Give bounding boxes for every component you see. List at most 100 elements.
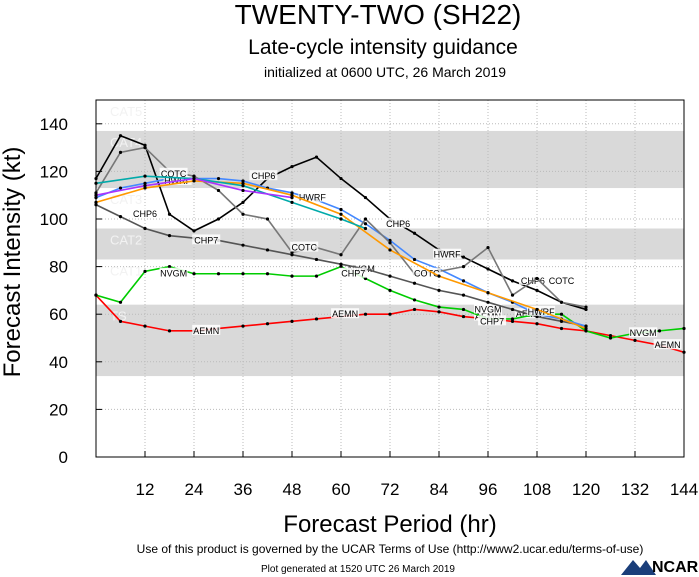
data-point xyxy=(412,281,417,285)
x-tick-label: 96 xyxy=(479,480,498,499)
data-point xyxy=(143,226,147,231)
data-point xyxy=(265,248,270,252)
data-point xyxy=(388,274,392,278)
series-label-hwrf: HWRF xyxy=(299,193,326,203)
plot-generated: Plot generated at 1520 UTC 26 March 2019 xyxy=(261,564,455,575)
data-point xyxy=(437,288,441,292)
data-point xyxy=(339,253,343,257)
series-label-bg xyxy=(192,324,221,335)
data-point xyxy=(412,231,417,235)
data-point xyxy=(584,307,588,312)
data-point xyxy=(290,274,294,278)
data-point xyxy=(363,222,368,226)
data-point xyxy=(192,272,196,276)
data-point xyxy=(290,200,294,204)
data-point xyxy=(241,200,245,204)
data-point xyxy=(584,326,588,331)
data-point xyxy=(118,300,123,304)
data-point xyxy=(167,265,172,269)
x-tick-label: 132 xyxy=(621,480,649,499)
x-tick-label: 60 xyxy=(332,480,351,499)
terms-of-use: Use of this product is governed by the U… xyxy=(137,542,644,556)
data-point xyxy=(339,212,343,216)
data-point xyxy=(216,188,221,193)
data-point xyxy=(314,257,319,262)
data-point xyxy=(510,293,515,297)
data-point xyxy=(143,184,147,188)
data-point xyxy=(388,248,392,252)
y-tick-label: 40 xyxy=(49,353,68,372)
data-point xyxy=(363,312,368,316)
series-label-cotc: COTC xyxy=(549,276,575,286)
data-point xyxy=(290,193,294,197)
data-point xyxy=(143,269,147,273)
series-label-nvgm: NVGM xyxy=(160,269,187,279)
data-point xyxy=(510,307,515,312)
data-point xyxy=(608,336,613,340)
data-point xyxy=(118,134,123,138)
series-label-bg xyxy=(412,267,441,278)
data-point xyxy=(118,319,123,323)
ncar-logo-text: NCAR xyxy=(652,559,699,576)
data-point xyxy=(388,312,392,316)
series-label-cotc: COTC xyxy=(292,243,318,253)
data-point xyxy=(510,317,515,321)
data-point xyxy=(143,324,147,328)
series-label-aemn: AEMN xyxy=(655,340,681,350)
x-tick-label: 12 xyxy=(136,480,155,499)
data-point xyxy=(241,324,245,328)
x-tick-label: 84 xyxy=(430,480,449,499)
data-point xyxy=(339,217,343,221)
data-point xyxy=(216,217,221,221)
ncar-logo: NCAR xyxy=(621,559,699,576)
y-tick-label: 20 xyxy=(49,400,68,419)
series-label-bg xyxy=(629,327,658,338)
data-point xyxy=(412,298,417,302)
series-label-bg xyxy=(547,274,576,285)
series-label-bg xyxy=(249,170,278,181)
band-label-ts: TS xyxy=(110,309,127,324)
data-point xyxy=(143,146,147,150)
data-point xyxy=(559,300,564,304)
series-label-nvgm: NVGM xyxy=(475,304,502,314)
data-point xyxy=(437,310,441,314)
series-label-bg xyxy=(192,234,221,245)
data-point xyxy=(314,155,319,159)
data-point xyxy=(461,307,466,312)
data-point xyxy=(265,272,270,276)
data-point xyxy=(290,191,294,195)
chart-title: TWENTY-TWO (SH22) xyxy=(235,0,522,30)
data-point xyxy=(167,329,172,333)
y-tick-label: 80 xyxy=(49,258,68,277)
x-tick-label: 120 xyxy=(572,480,600,499)
data-point xyxy=(143,186,147,190)
data-point xyxy=(290,195,294,200)
chart-subtitle: Late-cycle intensity guidance xyxy=(248,36,518,59)
data-point xyxy=(314,317,319,321)
data-point xyxy=(486,267,490,271)
data-point xyxy=(535,322,539,326)
series-label-bg xyxy=(298,191,327,202)
data-point xyxy=(339,262,343,266)
x-tick-label: 72 xyxy=(381,480,400,499)
data-point xyxy=(584,329,588,333)
data-point xyxy=(486,291,490,295)
data-point xyxy=(241,212,245,216)
y-tick-label: 140 xyxy=(40,115,68,134)
data-point xyxy=(461,314,466,319)
series-label-chp7: CHP7 xyxy=(194,235,218,245)
data-point xyxy=(510,279,515,283)
data-point xyxy=(461,279,466,283)
y-tick-label: 100 xyxy=(40,210,68,229)
series-label-cotc: COTC xyxy=(414,269,440,279)
data-point xyxy=(216,272,221,276)
series-label-bg xyxy=(339,267,368,278)
x-tick-label: 24 xyxy=(185,480,204,499)
data-point xyxy=(192,176,196,181)
data-point xyxy=(535,276,539,281)
data-point xyxy=(241,184,245,188)
data-point xyxy=(314,274,319,278)
data-point xyxy=(265,217,270,221)
data-point xyxy=(461,293,466,297)
